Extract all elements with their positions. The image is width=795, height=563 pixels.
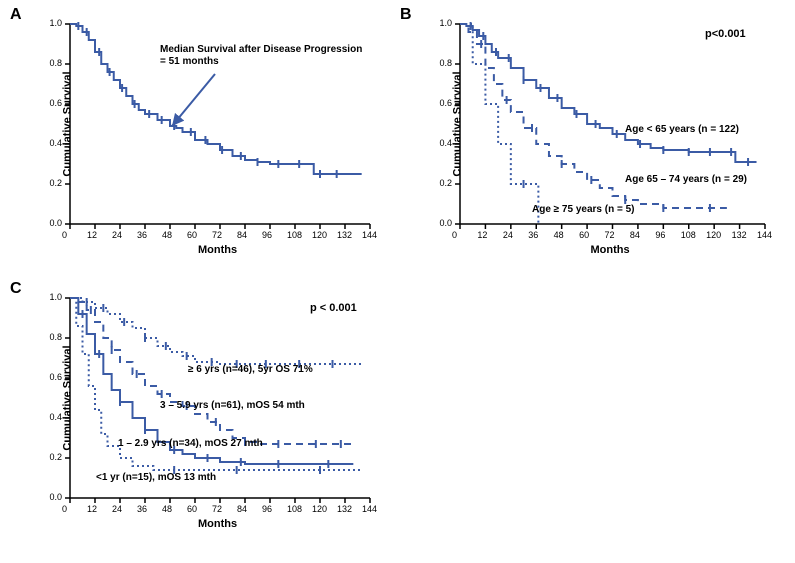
panel-label-c: C — [10, 280, 22, 298]
x-tick-label: 84 — [630, 230, 640, 240]
y-tick-label: 0.0 — [49, 492, 62, 502]
series-label-age_ge75: Age ≥ 75 years (n = 5) — [532, 204, 634, 216]
panel-label-b: B — [400, 6, 412, 24]
panel-a: 0 12 24 36 48 60 72 84 96 108 120 132 144 0.0 0.2 0.4 0.… — [10, 6, 390, 266]
x-tick-label: 108 — [681, 230, 696, 240]
x-tick-label: 96 — [262, 504, 272, 514]
x-tick-label: 72 — [212, 504, 222, 514]
x-tick-label: 108 — [287, 230, 302, 240]
x-tick-label: 132 — [337, 230, 352, 240]
p-value: p<0.001 — [705, 28, 746, 40]
x-tick-label: 144 — [757, 230, 772, 240]
y-tick-label: 1.0 — [49, 18, 62, 28]
panel-label-a: A — [10, 6, 22, 24]
x-tick-label: 12 — [477, 230, 487, 240]
x-axis-title: Months — [198, 518, 237, 530]
x-tick-label: 84 — [237, 230, 247, 240]
y-tick-label: 1.0 — [439, 18, 452, 28]
x-tick-label: 36 — [528, 230, 538, 240]
x-tick-label: 48 — [162, 230, 172, 240]
x-tick-label: 60 — [579, 230, 589, 240]
x-axis-title: Months — [591, 244, 630, 256]
figure-root: 012243648607284961081201321440.00.20.40.… — [0, 0, 795, 563]
y-axis-title: Cumulative Survival — [452, 71, 464, 176]
series-age_ge75 — [460, 24, 538, 224]
x-tick-label: 120 — [706, 230, 721, 240]
y-tick-label: 0.2 — [49, 452, 62, 462]
median-survival-annotation: Median Survival after Disease Progressio… — [160, 44, 362, 68]
x-tick-label: 108 — [287, 504, 302, 514]
panel-b: 0 12 24 36 48 60 72 84 96 108 120 132 144 0.0 0.2 0.4 0.… — [400, 6, 785, 266]
x-tick-label: 0 — [452, 230, 457, 240]
annotation-arrow — [172, 74, 215, 126]
y-tick-label: 0.2 — [49, 178, 62, 188]
series-label-age_lt65: Age < 65 years (n = 122) — [625, 124, 739, 136]
series-age_lt65 — [460, 24, 757, 162]
x-tick-label: 48 — [162, 504, 172, 514]
x-tick-label: 96 — [262, 230, 272, 240]
x-axis-title: Months — [198, 244, 237, 256]
x-tick-label: 144 — [362, 230, 377, 240]
y-tick-label: 0.6 — [49, 98, 62, 108]
x-tick-label: 12 — [87, 230, 97, 240]
x-tick-label: 12 — [87, 504, 97, 514]
y-tick-label: 0.4 — [49, 412, 62, 422]
x-tick-label: 72 — [212, 230, 222, 240]
x-tick-label: 24 — [503, 230, 513, 240]
y-axis-title: Cumulative Survival — [62, 345, 74, 450]
y-tick-label: 0.6 — [49, 372, 62, 382]
y-tick-label: 0.4 — [439, 138, 452, 148]
x-tick-label: 132 — [337, 504, 352, 514]
series-label-1_29yrs: 1 – 2.9 yrs (n=34), mOS 27 mth — [118, 438, 263, 450]
series-label-age_65_74: Age 65 – 74 years (n = 29) — [625, 174, 747, 186]
y-tick-label: 0.2 — [439, 178, 452, 188]
series-label-ge6yrs: ≥ 6 yrs (n=46), 5yr OS 71% — [188, 364, 313, 376]
x-tick-label: 0 — [62, 504, 67, 514]
p-value: p < 0.001 — [310, 302, 357, 314]
x-tick-label: 120 — [312, 504, 327, 514]
x-tick-label: 48 — [554, 230, 564, 240]
y-tick-label: 1.0 — [49, 292, 62, 302]
y-tick-label: 0.4 — [49, 138, 62, 148]
x-tick-label: 36 — [137, 504, 147, 514]
x-tick-label: 144 — [362, 504, 377, 514]
series-label-3_59yrs: 3 – 5.9 yrs (n=61), mOS 54 mth — [160, 400, 305, 412]
y-tick-label: 0.8 — [49, 58, 62, 68]
x-tick-label: 72 — [605, 230, 615, 240]
x-tick-label: 84 — [237, 504, 247, 514]
y-tick-label: 0.6 — [439, 98, 452, 108]
x-tick-label: 24 — [112, 230, 122, 240]
x-tick-label: 132 — [732, 230, 747, 240]
y-tick-label: 0.0 — [439, 218, 452, 228]
series-label-lt1yr: <1 yr (n=15), mOS 13 mth — [96, 472, 216, 484]
x-tick-label: 60 — [187, 504, 197, 514]
axes — [70, 298, 370, 498]
y-tick-label: 0.8 — [49, 332, 62, 342]
y-tick-label: 0.8 — [439, 58, 452, 68]
x-tick-label: 24 — [112, 504, 122, 514]
y-tick-label: 0.0 — [49, 218, 62, 228]
x-tick-label: 36 — [137, 230, 147, 240]
x-tick-label: 60 — [187, 230, 197, 240]
y-axis-title: Cumulative Survival — [62, 71, 74, 176]
x-tick-label: 0 — [62, 230, 67, 240]
panel-c: 0 12 24 36 48 60 72 84 96 108 120 132 144 0.0 0.2 0.4 0.… — [10, 280, 390, 550]
x-tick-label: 120 — [312, 230, 327, 240]
x-tick-label: 96 — [655, 230, 665, 240]
